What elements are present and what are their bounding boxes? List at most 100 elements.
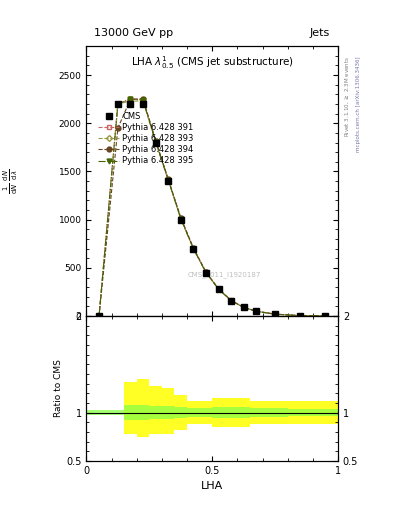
Bar xyxy=(212,398,225,427)
Pythia 6.428 395 xyxy=(178,216,183,222)
Pythia 6.428 394 xyxy=(153,138,158,144)
CMS xyxy=(254,308,259,314)
Bar xyxy=(187,401,200,424)
Pythia 6.428 395 xyxy=(323,313,328,319)
X-axis label: LHA: LHA xyxy=(201,481,223,491)
Pythia 6.428 395 xyxy=(273,311,277,317)
Pythia 6.428 391 xyxy=(166,176,171,182)
Pythia 6.428 393 xyxy=(191,246,196,252)
Pythia 6.428 394 xyxy=(191,245,196,251)
CMS xyxy=(153,139,158,145)
CMS xyxy=(216,286,221,292)
Bar xyxy=(313,401,338,424)
Pythia 6.428 394 xyxy=(166,176,171,182)
CMS xyxy=(178,217,183,223)
CMS xyxy=(273,311,277,317)
Line: Pythia 6.428 394: Pythia 6.428 394 xyxy=(97,97,328,318)
Bar xyxy=(187,408,200,417)
Text: mcplots.cern.ch [arXiv:1306.3436]: mcplots.cern.ch [arXiv:1306.3436] xyxy=(356,56,361,152)
Bar xyxy=(237,398,250,427)
Text: CMS_2011_I1920187: CMS_2011_I1920187 xyxy=(188,271,261,279)
Pythia 6.428 393 xyxy=(323,313,328,319)
Pythia 6.428 393 xyxy=(97,313,101,319)
CMS xyxy=(141,101,145,107)
Pythia 6.428 394 xyxy=(178,215,183,221)
Bar xyxy=(137,405,149,420)
Bar xyxy=(250,408,263,417)
Pythia 6.428 394 xyxy=(254,308,259,314)
Pythia 6.428 395 xyxy=(204,269,208,275)
CMS xyxy=(229,297,233,304)
Text: Rivet 3.1.10, $\geq$ 2.3M events: Rivet 3.1.10, $\geq$ 2.3M events xyxy=(344,56,351,137)
Bar xyxy=(250,401,263,424)
Pythia 6.428 391 xyxy=(323,313,328,319)
Pythia 6.428 394 xyxy=(229,297,233,304)
Line: Pythia 6.428 391: Pythia 6.428 391 xyxy=(97,97,328,318)
Pythia 6.428 394 xyxy=(97,313,101,319)
Pythia 6.428 394 xyxy=(128,96,133,102)
Pythia 6.428 393 xyxy=(204,269,208,275)
Pythia 6.428 394 xyxy=(204,269,208,275)
Bar xyxy=(200,408,212,417)
Y-axis label: Ratio to CMS: Ratio to CMS xyxy=(55,359,63,417)
Bar xyxy=(124,405,137,420)
Pythia 6.428 393 xyxy=(229,297,233,304)
Pythia 6.428 391 xyxy=(298,312,303,318)
Bar xyxy=(288,409,313,416)
CMS xyxy=(204,270,208,276)
Bar xyxy=(124,382,137,434)
Pythia 6.428 395 xyxy=(97,313,101,319)
Pythia 6.428 395 xyxy=(141,97,145,103)
CMS xyxy=(298,312,303,318)
Pythia 6.428 391 xyxy=(191,245,196,251)
Pythia 6.428 393 xyxy=(153,139,158,145)
Bar xyxy=(263,408,288,417)
Bar xyxy=(162,406,174,419)
Pythia 6.428 394 xyxy=(141,96,145,102)
Legend: CMS, Pythia 6.428 391, Pythia 6.428 393, Pythia 6.428 394, Pythia 6.428 395: CMS, Pythia 6.428 391, Pythia 6.428 393,… xyxy=(95,110,196,168)
CMS xyxy=(97,313,101,319)
Pythia 6.428 394 xyxy=(298,312,303,318)
Pythia 6.428 393 xyxy=(141,98,145,104)
Bar xyxy=(137,379,149,437)
Pythia 6.428 391 xyxy=(254,308,259,314)
Pythia 6.428 391 xyxy=(128,96,133,102)
Text: 13000 GeV pp: 13000 GeV pp xyxy=(94,28,173,38)
Bar xyxy=(162,389,174,434)
Pythia 6.428 393 xyxy=(298,312,303,318)
Text: LHA $\lambda^{1}_{0.5}$ (CMS jet substructure): LHA $\lambda^{1}_{0.5}$ (CMS jet substru… xyxy=(131,54,294,71)
Pythia 6.428 394 xyxy=(116,125,120,131)
Bar xyxy=(313,409,338,416)
Pythia 6.428 394 xyxy=(241,304,246,310)
Pythia 6.428 394 xyxy=(216,286,221,292)
Bar xyxy=(263,401,288,424)
Pythia 6.428 395 xyxy=(166,177,171,183)
Bar xyxy=(225,407,237,418)
CMS xyxy=(116,101,120,107)
Bar xyxy=(149,386,162,434)
CMS xyxy=(241,304,246,310)
Pythia 6.428 391 xyxy=(178,215,183,221)
Pythia 6.428 391 xyxy=(153,138,158,144)
Pythia 6.428 395 xyxy=(128,96,133,102)
Pythia 6.428 393 xyxy=(128,98,133,104)
Pythia 6.428 393 xyxy=(254,308,259,314)
Pythia 6.428 394 xyxy=(273,311,277,317)
Pythia 6.428 393 xyxy=(241,304,246,310)
Line: Pythia 6.428 395: Pythia 6.428 395 xyxy=(97,97,328,318)
Pythia 6.428 393 xyxy=(166,177,171,183)
Pythia 6.428 393 xyxy=(216,286,221,292)
Pythia 6.428 395 xyxy=(216,286,221,292)
Bar xyxy=(174,407,187,418)
CMS xyxy=(128,101,133,107)
Pythia 6.428 391 xyxy=(141,96,145,102)
Pythia 6.428 393 xyxy=(178,216,183,222)
Pythia 6.428 391 xyxy=(97,313,101,319)
CMS xyxy=(323,313,328,319)
Pythia 6.428 395 xyxy=(116,101,120,107)
Y-axis label: $\frac{1}{\mathrm{d}N}$ $\frac{\mathrm{d}N}{\mathrm{d}\lambda}$: $\frac{1}{\mathrm{d}N}$ $\frac{\mathrm{d… xyxy=(2,168,20,194)
Pythia 6.428 395 xyxy=(241,304,246,310)
CMS xyxy=(191,246,196,252)
Line: CMS: CMS xyxy=(96,101,328,319)
Pythia 6.428 391 xyxy=(229,297,233,303)
